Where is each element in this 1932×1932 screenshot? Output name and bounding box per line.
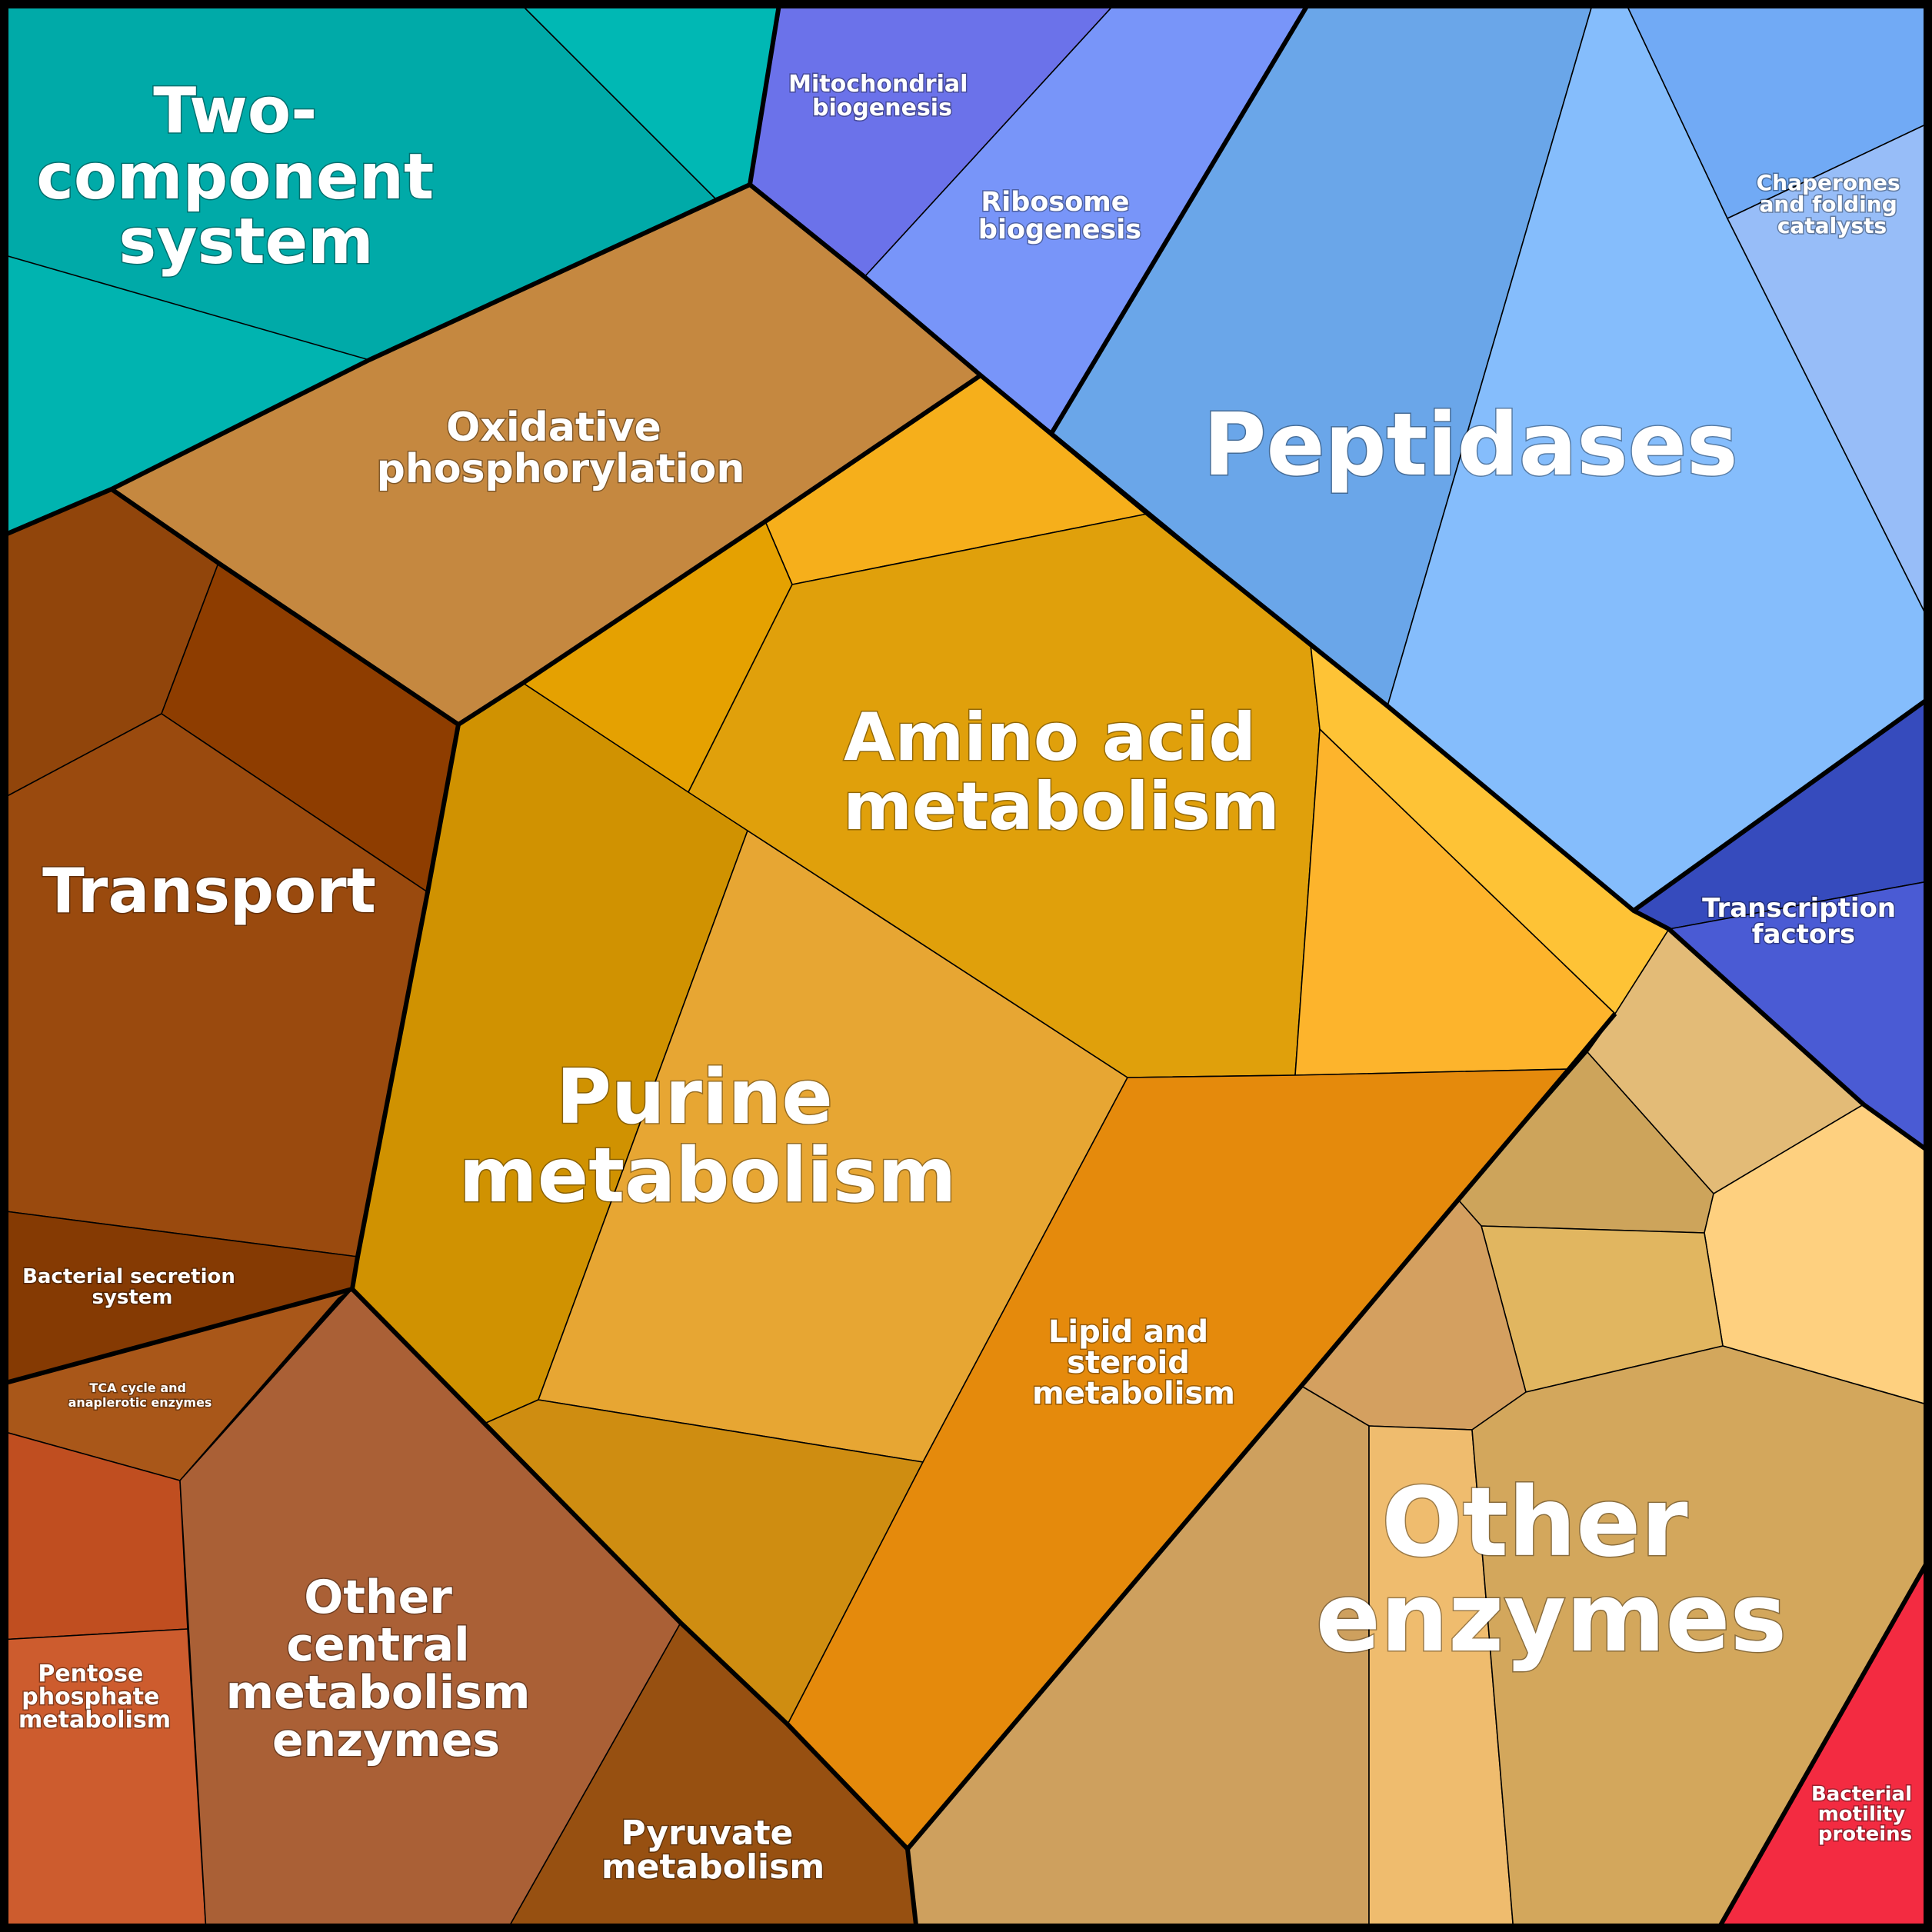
label-ribosome-biogenesis: Ribosome biogenesis <box>978 187 1141 245</box>
label-bacterial-motility-proteins: Bacterial motility proteins <box>1811 1783 1919 1846</box>
cell-other-enzymes-g[interactable] <box>1368 1425 1514 1932</box>
label-lipid-and-steroid-metabolism: Lipid and steroid metabolism <box>1032 1314 1235 1411</box>
label-purine-metabolism: Purine metabolism <box>459 1054 957 1220</box>
treemap-labels: Two- component system Mitochondrial biog… <box>18 70 1919 1888</box>
cell-chaperones-and-folding-catalysts[interactable] <box>1727 121 1932 628</box>
label-mitochondrial-biogenesis: Mitochondrial biogenesis <box>788 71 976 122</box>
label-pentose-phosphate-metabolism: Pentose phosphate metabolism <box>18 1661 171 1734</box>
label-peptidases: Peptidases <box>1203 395 1737 495</box>
label-other-central-metabolism-enzymes: Other central metabolism enzymes <box>226 1571 547 1767</box>
cell-other-enzymes[interactable] <box>1471 1345 1932 1932</box>
label-pyruvate-metabolism: Pyruvate metabolism <box>601 1814 824 1887</box>
label-oxidative-phosphorylation: Oxidative phosphorylation <box>377 405 745 492</box>
label-tca-cycle: TCA cycle and anaplerotic enzymes <box>68 1381 212 1410</box>
label-chaperones-and-folding-catalysts: Chaperones and folding catalysts <box>1757 170 1908 238</box>
label-transport: Transport <box>42 855 376 927</box>
label-transcription-factors: Transcription factors <box>1702 893 1905 950</box>
label-other-enzymes: Other enzymes <box>1316 1467 1787 1674</box>
label-amino-acid-metabolism: Amino acid metabolism <box>843 699 1279 845</box>
cell-pentose-phosphate-metabolism[interactable] <box>0 1628 207 1932</box>
label-two-component-system: Two- component system <box>36 75 456 278</box>
label-bacterial-secretion-system: Bacterial secretion system <box>22 1265 242 1309</box>
cell-chaperones-top[interactable] <box>1624 0 1932 219</box>
